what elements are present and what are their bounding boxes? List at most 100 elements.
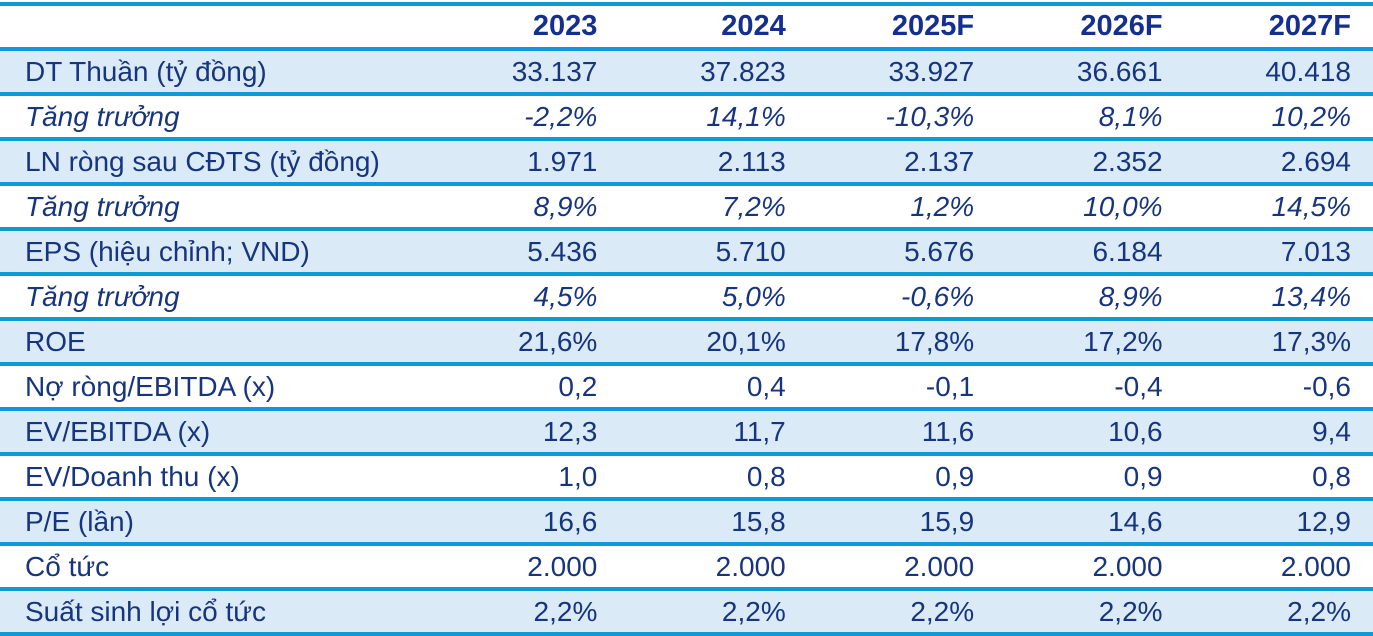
cell-value: 0,2 (558, 371, 598, 402)
cell-value: 14,5% (1271, 191, 1351, 222)
cell-value: 0,9 (1123, 461, 1163, 492)
column-header: 2025F (807, 4, 997, 49)
table-row: P/E (lần) 16,6 15,8 15,9 14,6 12,9 (0, 499, 1373, 544)
cell-value: 7.013 (1280, 236, 1351, 267)
table-row: EPS (hiệu chỉnh; VND) 5.436 5.710 5.676 6.18… (0, 229, 1373, 274)
table-row: DT Thuần (tỷ đồng) 33.137 37.823 33.927 36.6… (0, 49, 1373, 94)
cell-value: -0,6 (1302, 371, 1351, 402)
cell-value: 2.137 (904, 146, 975, 177)
table-row: LN ròng sau CĐTS (tỷ đồng) 1.971 2.113 2.13… (0, 139, 1373, 184)
row-label: Tăng trưởng (25, 101, 180, 132)
cell-value: 8,9% (533, 191, 598, 222)
cell-value: 7,2% (721, 191, 786, 222)
cell-value: -0,6% (901, 281, 975, 312)
row-label: Tăng trưởng (25, 191, 180, 222)
cell-value: 8,9% (1098, 281, 1163, 312)
column-header: 2024 (619, 4, 808, 49)
row-label: EPS (hiệu chỉnh; VND) (25, 236, 310, 267)
cell-value: 2.000 (1280, 551, 1351, 582)
header-row: 2023 2024 2025F 2026F 2027F (0, 4, 1373, 49)
cell-value: 37.823 (700, 56, 786, 87)
cell-value: 12,3 (542, 416, 598, 447)
cell-value: 2.113 (717, 146, 786, 177)
row-label: EV/Doanh thu (x) (25, 461, 240, 492)
column-header: 2026F (996, 4, 1185, 49)
cell-value: -2,2% (524, 101, 598, 132)
cell-value: 8,1% (1098, 101, 1163, 132)
cell-value: 5.436 (527, 236, 598, 267)
cell-value: 21,6% (517, 326, 598, 357)
row-label: EV/EBITDA (x) (25, 416, 211, 447)
cell-value: 33.927 (888, 56, 975, 87)
row-label: DT Thuần (tỷ đồng) (25, 56, 267, 87)
cell-value: 6.184 (1092, 236, 1163, 267)
cell-value: 36.661 (1076, 56, 1163, 87)
cell-value: 15,8 (731, 506, 786, 537)
column-header: 2023 (430, 4, 620, 49)
row-label: Nợ ròng/EBITDA (x) (25, 371, 276, 402)
cell-value: 17,3% (1271, 326, 1351, 357)
cell-value: 0,8 (1312, 461, 1351, 492)
cell-value: 10,2% (1271, 101, 1351, 132)
cell-value: 2,2% (910, 596, 975, 627)
row-label: Tăng trưởng (25, 281, 180, 312)
cell-value: 16,6 (542, 506, 598, 537)
cell-value: 1.971 (527, 146, 598, 177)
cell-value: 0,9 (935, 461, 975, 492)
cell-value: -0,4 (1114, 371, 1163, 402)
cell-value: 10,6 (1108, 416, 1163, 447)
cell-value: 2,2% (721, 596, 786, 627)
table-row: Nợ ròng/EBITDA (x) 0,2 0,4 -0,1 -0,4 -0,6 (0, 364, 1373, 409)
cell-value: 0,8 (746, 461, 786, 492)
cell-value: 40.418 (1265, 56, 1351, 87)
cell-value: 12,9 (1296, 506, 1352, 537)
cell-value: 2,2% (1287, 596, 1351, 627)
cell-value: 2.352 (1092, 146, 1163, 177)
cell-value: 15,9 (919, 506, 975, 537)
cell-value: 17,8% (894, 326, 975, 357)
cell-value: 20,1% (706, 326, 786, 357)
cell-value: 14,6 (1108, 506, 1163, 537)
column-header: 2027F (1184, 4, 1373, 49)
row-label: P/E (lần) (25, 506, 134, 537)
cell-value: 13,4% (1271, 281, 1351, 312)
cell-value: 33.137 (511, 56, 598, 87)
cell-value: -0,1 (925, 371, 975, 402)
table-row: ROE 21,6% 20,1% 17,8% 17,2% 17,3% (0, 319, 1373, 364)
cell-value: 4,5% (533, 281, 598, 312)
cell-value: 5,0% (721, 281, 786, 312)
cell-value: 2.000 (1092, 551, 1163, 582)
cell-value: 2.000 (527, 551, 598, 582)
table-row: Tăng trưởng 4,5% 5,0% -0,6% 8,9% 13,4% (0, 274, 1373, 319)
cell-value: 10,0% (1083, 191, 1163, 222)
table-row: Cổ tức 2.000 2.000 2.000 2.000 2.000 (0, 544, 1373, 589)
row-label: Cổ tức (25, 551, 110, 582)
row-label: LN ròng sau CĐTS (tỷ đồng) (25, 146, 380, 177)
table-row: EV/Doanh thu (x) 1,0 0,8 0,9 0,9 0,8 (0, 454, 1373, 499)
cell-value: 17,2% (1083, 326, 1163, 357)
cell-value: 9,4 (1312, 416, 1351, 447)
table-row: Tăng trưởng 8,9% 7,2% 1,2% 10,0% 14,5% (0, 184, 1373, 229)
cell-value: 2.000 (715, 551, 786, 582)
row-label: ROE (25, 326, 86, 357)
cell-value: 2,2% (1098, 596, 1163, 627)
table-row: Tăng trưởng -2,2% 14,1% -10,3% 8,1% 10,2% (0, 94, 1373, 139)
table-row: Suất sinh lợi cổ tức 2,2% 2,2% 2,2% 2,2% 2,2% (0, 589, 1373, 634)
cell-value: 11,6 (921, 416, 975, 447)
table-header: 2023 2024 2025F 2026F 2027F (0, 4, 1373, 49)
corner-cell (0, 4, 431, 49)
cell-value: 0,4 (746, 371, 786, 402)
cell-value: 5.710 (715, 236, 786, 267)
cell-value: 5.676 (904, 236, 975, 267)
cell-value: 14,1% (706, 101, 786, 132)
cell-value: 2.000 (904, 551, 975, 582)
table-body: DT Thuần (tỷ đồng) 33.137 37.823 33.927 36.6… (0, 49, 1373, 634)
table-row: EV/EBITDA (x) 12,3 11,7 11,6 10,6 9,4 (0, 409, 1373, 454)
cell-value: 1,2% (910, 191, 975, 222)
cell-value: 1,0 (558, 461, 598, 492)
cell-value: 2.694 (1280, 146, 1351, 177)
cell-value: 11,7 (733, 416, 786, 447)
cell-value: -10,3% (885, 101, 975, 132)
